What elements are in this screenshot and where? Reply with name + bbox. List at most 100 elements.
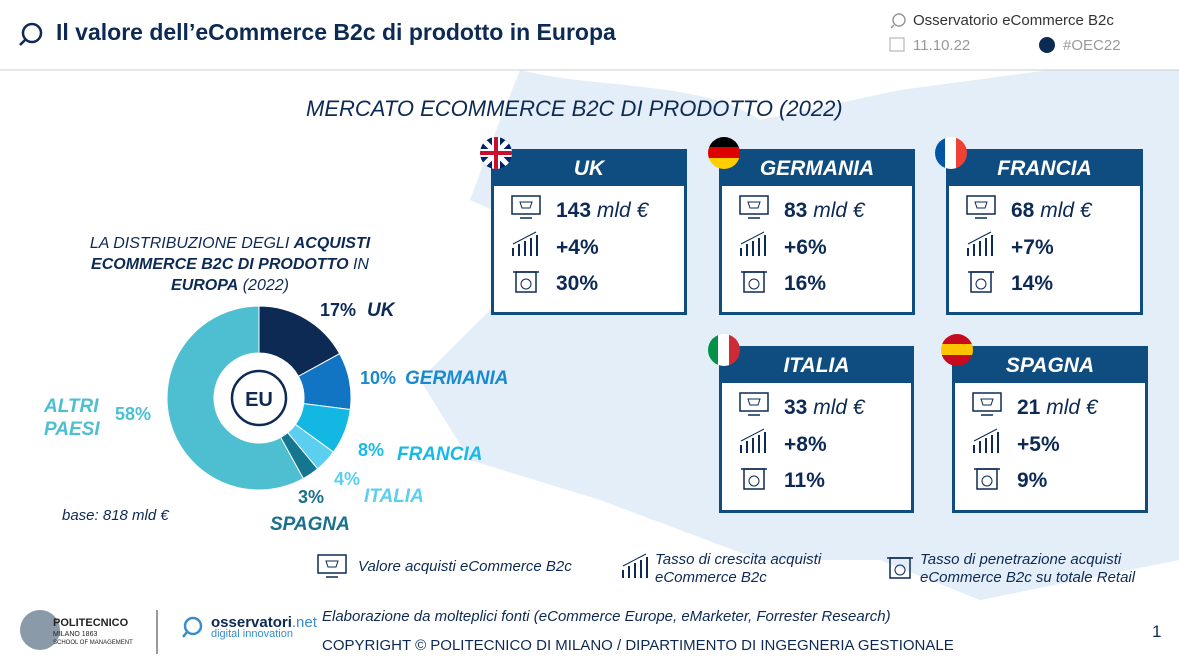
icon-part	[622, 557, 648, 578]
legend-text: Tasso di crescita acquisti eCommerce B2c	[655, 551, 822, 586]
card-penetration-text: 9%	[1017, 469, 1048, 492]
icon	[317, 554, 347, 578]
title-part: LA DISTRIBUZIONE DEGLI	[89, 235, 294, 252]
icon-part	[747, 398, 761, 406]
legend-text: Tasso di penetrazione acquisti eCommerce…	[920, 551, 1136, 586]
legend-text: Valore acquisti eCommerce B2c	[358, 558, 572, 575]
icon-part	[974, 201, 988, 209]
card-growth-text: +5%	[1017, 433, 1060, 456]
city: MILANO 1863	[53, 631, 98, 638]
icon	[511, 195, 541, 219]
card-growth: +8%	[784, 433, 827, 457]
icon	[741, 468, 767, 490]
hashtag: #OEC22	[1063, 37, 1121, 54]
card-value-text: 33	[784, 396, 808, 419]
header-title: Il valore dell’eCommerce B2c di prodotto…	[56, 19, 616, 45]
brand-suffix: .net	[291, 614, 317, 631]
card-penetration: 14%	[1011, 272, 1053, 296]
icon	[887, 557, 913, 579]
icon	[967, 231, 993, 256]
slice-category-label: FRANCIA	[397, 444, 483, 465]
icon	[512, 231, 538, 256]
card-growth-text: +8%	[784, 433, 827, 456]
card-header: UK	[494, 152, 684, 186]
country-card: UK 143 mld € +4% 30%	[491, 149, 687, 315]
card-value: 83 mld €	[784, 199, 865, 223]
card-growth-text: +6%	[784, 236, 827, 259]
card-header: SPAGNA	[955, 349, 1145, 383]
card-value-text: 68	[1011, 199, 1035, 222]
slice-category-label: GERMANIA	[405, 368, 509, 389]
icon	[741, 271, 767, 293]
card-unit: mld €	[813, 396, 865, 419]
slice-value-label: 17%	[320, 300, 357, 320]
card-penetration-text: 16%	[784, 272, 827, 295]
icon	[968, 271, 994, 293]
flag	[935, 137, 967, 169]
icon-part	[973, 428, 998, 442]
card-header: GERMANIA	[722, 152, 912, 186]
icon	[966, 195, 996, 219]
icon-part	[748, 278, 760, 290]
icon-part	[739, 195, 769, 215]
obs-icon	[890, 13, 906, 29]
card-value-text: 21	[1017, 396, 1041, 419]
icon-part	[981, 475, 993, 487]
card-growth: +5%	[1017, 433, 1060, 457]
card-unit: mld €	[813, 199, 865, 222]
card-growth-text: +7%	[1011, 236, 1054, 259]
observatory: Osservatorio eCommerce B2c	[913, 12, 1114, 29]
osservatori-logo	[182, 616, 203, 638]
card-growth: +6%	[784, 236, 827, 260]
card-penetration-text: 30%	[556, 272, 599, 295]
logo-icon	[19, 22, 43, 46]
icon	[739, 392, 769, 416]
flag	[480, 137, 512, 169]
title-part: ACQUISTI ECOMMERCE B2C DI PRODOTTO	[91, 235, 371, 273]
card-value: 143 mld €	[556, 199, 648, 223]
icon	[739, 195, 769, 219]
card-penetration: 30%	[556, 272, 598, 296]
card-penetration: 11%	[784, 469, 825, 493]
icon-part	[966, 195, 996, 215]
icon-part	[511, 195, 541, 215]
card-penetration-text: 14%	[1011, 272, 1054, 295]
icon-part	[740, 235, 766, 256]
donut-chart	[166, 305, 352, 491]
icon-part	[894, 564, 906, 576]
page-number: 1	[1152, 622, 1162, 641]
icon-part	[972, 392, 1002, 412]
flag	[941, 334, 973, 366]
icon	[513, 271, 539, 293]
slice-value-label: 4%	[334, 469, 361, 489]
title-part: (2022)	[238, 277, 289, 294]
school: POLITECNICO	[53, 617, 129, 629]
icon-part	[740, 231, 765, 245]
icon-part	[748, 475, 760, 487]
slice-value-label: 58%	[115, 404, 152, 424]
source: Elaborazione da molteplici fonti (eComme…	[322, 608, 891, 625]
card-penetration: 16%	[784, 272, 826, 296]
card-value-text: 143	[556, 199, 592, 222]
card-growth: +7%	[1011, 236, 1054, 260]
icon-part	[975, 278, 987, 290]
title-part: EUROPA	[171, 277, 239, 294]
card-unit: mld €	[1040, 199, 1092, 222]
country-card: FRANCIA 68 mld € +7% 14%	[946, 149, 1143, 315]
icon-part	[622, 553, 647, 567]
icon-part	[739, 392, 769, 412]
country-card: SPAGNA 21 mld € +5% 9%	[952, 346, 1148, 513]
dept: SCHOOL OF MANAGEMENT	[53, 640, 133, 646]
brand: osservatori.net	[211, 614, 317, 631]
icon-part	[747, 201, 761, 209]
brand-sub: digital innovation	[211, 628, 293, 640]
icon-part	[519, 201, 533, 209]
card-unit: mld €	[596, 199, 649, 222]
card-growth-text: +4%	[556, 236, 599, 259]
slice-category-label: ITALIA	[364, 486, 424, 507]
country-card: GERMANIA 83 mld € +6% 16%	[719, 149, 915, 315]
icon-part	[740, 428, 765, 442]
icon-part	[512, 235, 538, 256]
donut-slice	[166, 305, 305, 491]
